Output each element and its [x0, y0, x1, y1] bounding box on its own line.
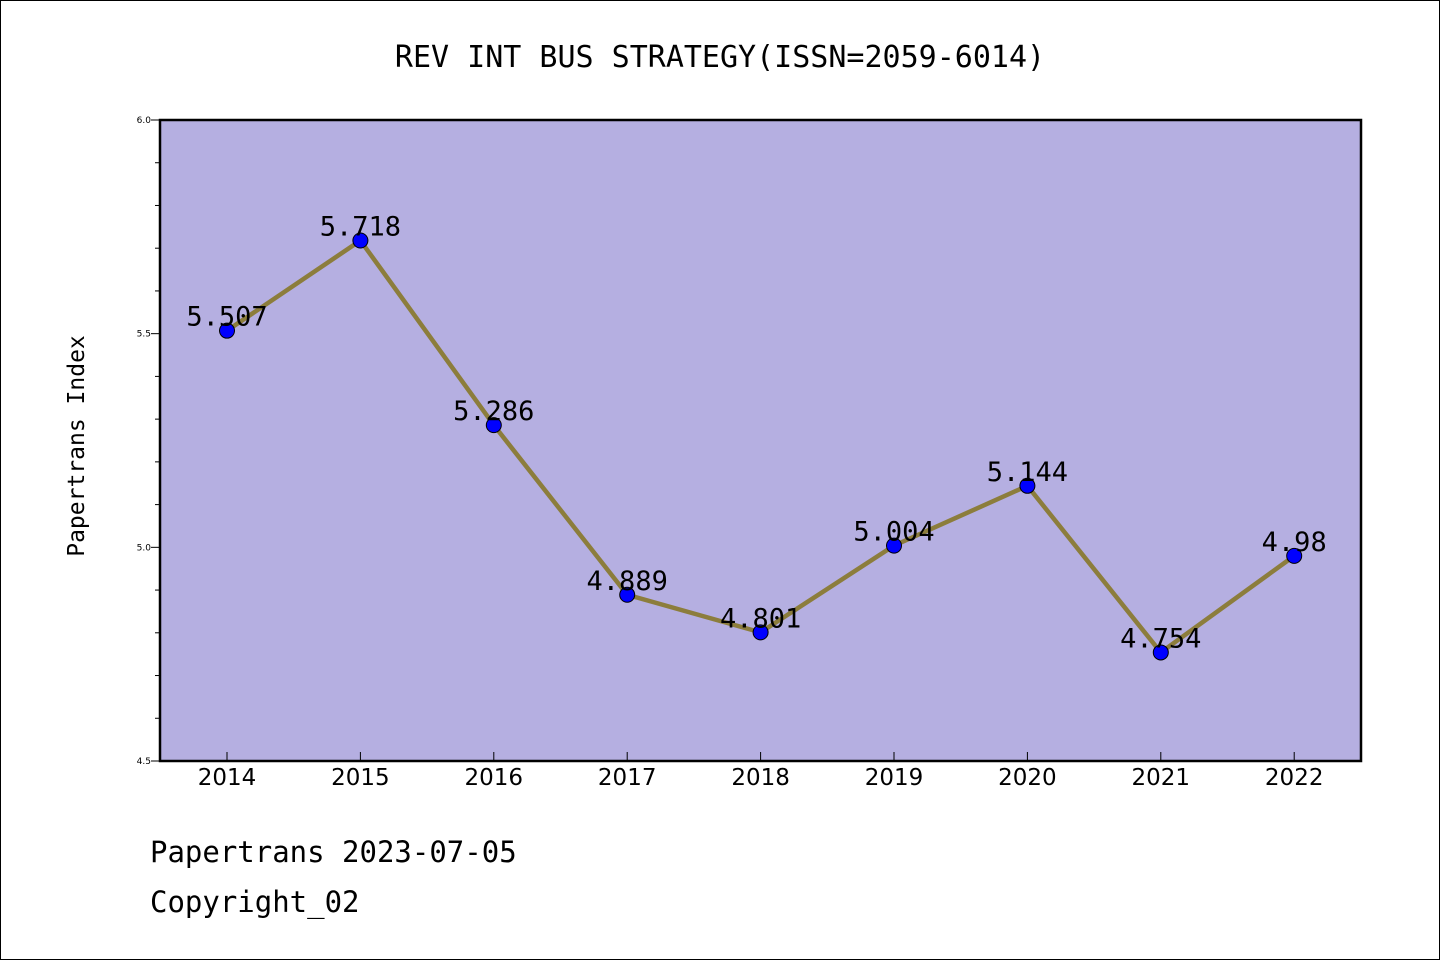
- x-axis: 2014 2015 2016 2017 2018 2019 2020 2021 2022: [198, 752, 1324, 791]
- data-point: [752, 624, 769, 641]
- data-labels: 5.507 5.718 5.286 4.889 4.801 5.004 5.144 4.754…: [186, 212, 1326, 655]
- y-tick-label: 6.0: [137, 116, 152, 126]
- y-tick-label: 5.5: [137, 330, 151, 340]
- data-label: 4.98: [1262, 527, 1327, 558]
- x-tick-label: 2015: [331, 765, 390, 791]
- data-label: 5.144: [987, 457, 1068, 488]
- data-point: [485, 417, 502, 434]
- data-point: [219, 322, 235, 339]
- data-label: 4.801: [720, 603, 801, 634]
- data-label: 5.718: [320, 212, 401, 243]
- chart-title: REV INT BUS STRATEGY(ISSN=2059-6014): [395, 40, 1045, 75]
- data-markers: [219, 232, 1303, 661]
- x-tick-label: 2019: [865, 765, 924, 791]
- data-point: [1286, 547, 1303, 564]
- y-axis-label: Papertrans Index: [64, 335, 90, 557]
- data-label: 5.004: [853, 517, 934, 548]
- data-label: 4.754: [1120, 623, 1201, 654]
- data-point: [619, 586, 636, 603]
- x-tick-label: 2020: [998, 765, 1057, 791]
- x-tick-label: 2022: [1265, 765, 1324, 791]
- data-point: [352, 232, 369, 249]
- x-tick-label: 2021: [1132, 765, 1191, 791]
- data-label: 5.507: [186, 302, 267, 333]
- data-point: [886, 537, 902, 554]
- data-label: 5.286: [453, 396, 534, 427]
- data-point: [1152, 644, 1169, 661]
- x-tick-label: 2016: [465, 765, 524, 791]
- footer-date: Papertrans 2023-07-05: [150, 835, 517, 869]
- footer-copyright: Copyright_02: [150, 885, 360, 919]
- y-tick-label: 4.5: [137, 757, 151, 767]
- data-point: [1019, 477, 1036, 494]
- x-tick-label: 2018: [731, 765, 790, 791]
- data-label: 4.889: [587, 566, 668, 597]
- y-tick-label: 5.0: [137, 543, 152, 553]
- x-tick-label: 2017: [598, 765, 657, 791]
- x-tick-label: 2014: [198, 765, 257, 791]
- y-axis: 4.5 5.0 5.5 6.0: [137, 116, 160, 767]
